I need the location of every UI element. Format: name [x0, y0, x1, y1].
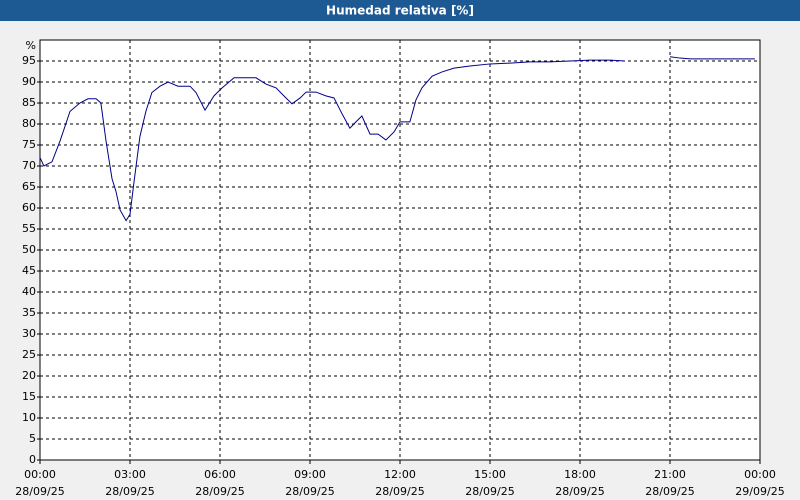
title-bar: [0, 0, 800, 21]
y-tick-label: 0: [29, 453, 36, 466]
y-tick-label: 35: [22, 306, 36, 319]
y-tick-label: 55: [22, 222, 36, 235]
x-tick-label: 15:00 28/09/25: [465, 468, 515, 498]
y-tick-label: 50: [22, 243, 36, 256]
y-tick-label: 65: [22, 180, 36, 193]
x-tick-label: 12:00 28/09/25: [375, 468, 425, 498]
y-tick-label: 40: [22, 285, 36, 298]
x-tick-label: 09:00 28/09/25: [285, 468, 335, 498]
y-tick-label: 60: [22, 201, 36, 214]
x-tick-label: 18:00 28/09/25: [555, 468, 605, 498]
y-tick-label: 15: [22, 390, 36, 403]
y-tick-label: 30: [22, 327, 36, 340]
x-tick-label: 03:00 28/09/25: [105, 468, 155, 498]
y-tick-label: 5: [29, 432, 36, 445]
x-tick-label: 00:00 29/09/25: [735, 468, 785, 498]
y-tick-label: 85: [22, 96, 36, 109]
y-tick-label: 80: [22, 117, 36, 130]
x-tick-label: 21:00 28/09/25: [645, 468, 695, 498]
x-tick-label: 00:00 28/09/25: [15, 468, 65, 498]
x-tick-label: 06:00 28/09/25: [195, 468, 245, 498]
y-tick-label: 70: [22, 159, 36, 172]
y-tick-label: 10: [22, 411, 36, 424]
y-tick-label: 25: [22, 348, 36, 361]
data-line: [39, 56, 755, 222]
y-tick-label: 75: [22, 138, 36, 151]
y-tick-label: 20: [22, 369, 36, 382]
y-unit-label: %: [26, 39, 36, 52]
y-tick-label: 90: [22, 75, 36, 88]
chart-title: Humedad relativa [%]: [326, 4, 474, 18]
y-tick-label: 95: [22, 54, 36, 67]
y-tick-label: 45: [22, 264, 36, 277]
